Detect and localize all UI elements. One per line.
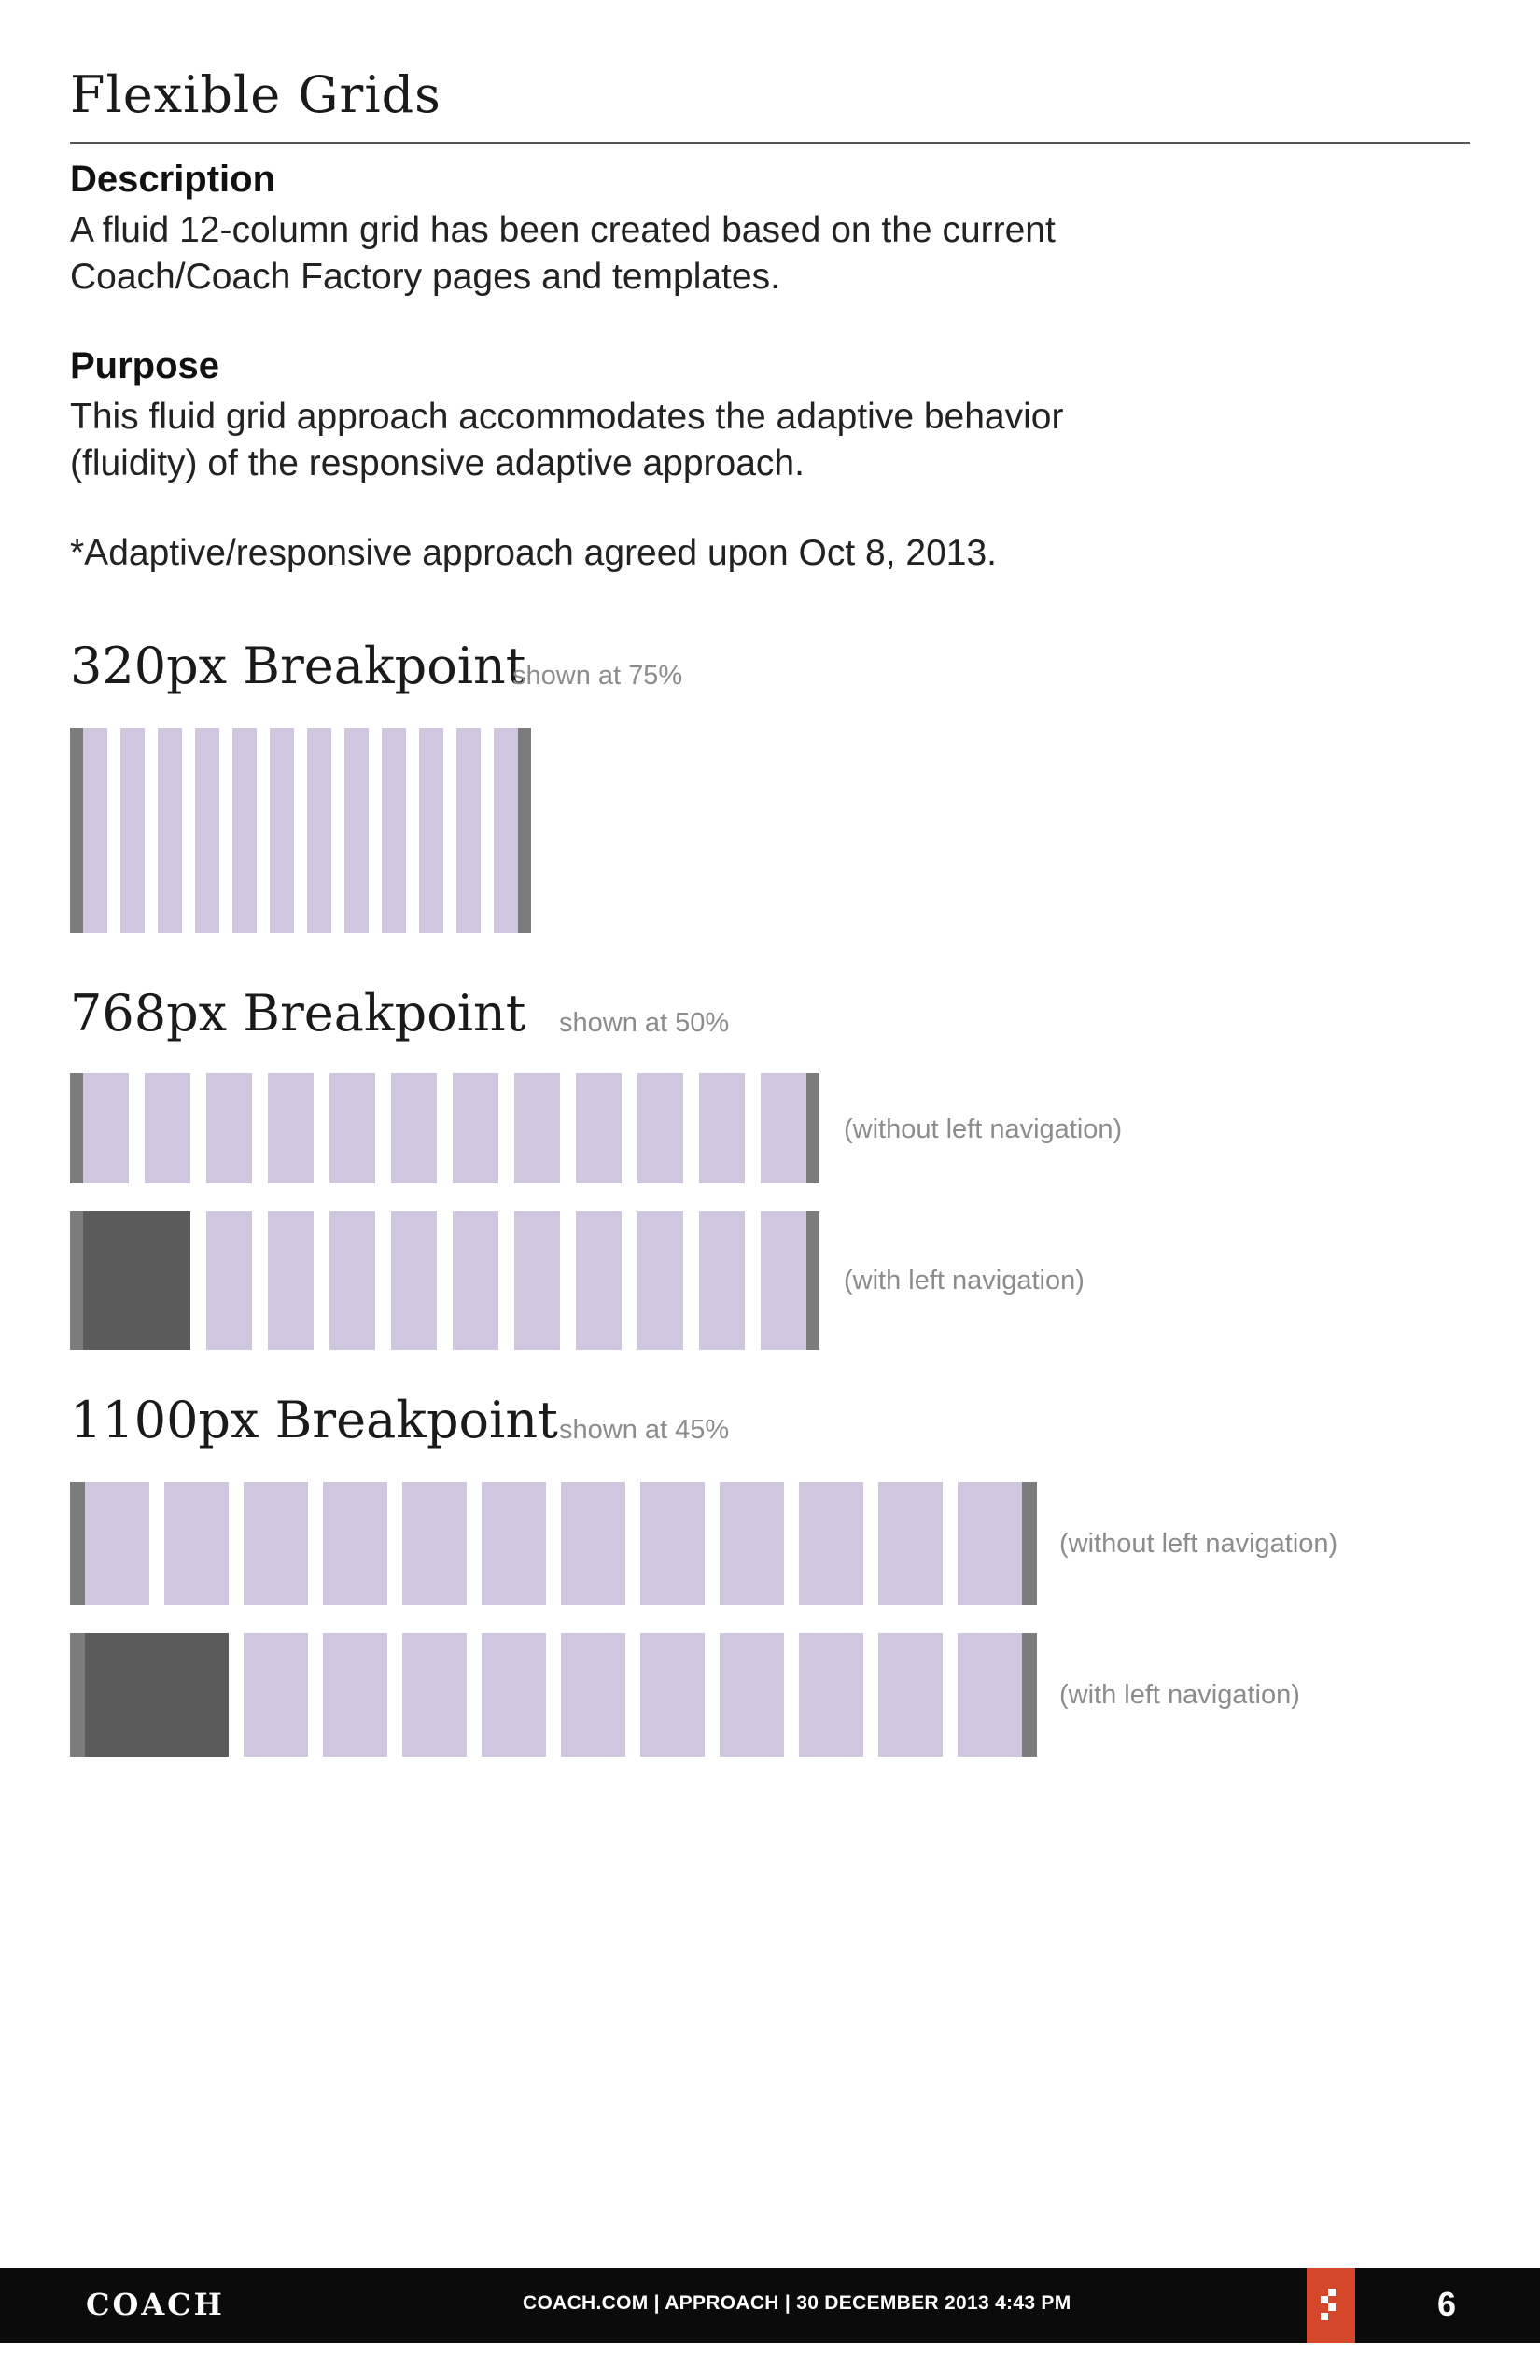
footer-meta: COACH.COM | APPROACH | 30 DECEMBER 2013 … <box>523 2292 1071 2314</box>
grid-column <box>195 728 219 933</box>
bp1100-grid-without-nav <box>70 1482 1037 1605</box>
grid-margin-left <box>70 1633 85 1757</box>
grid-column <box>699 1073 745 1183</box>
bp320-scale: shown at 75% <box>512 661 683 691</box>
grid-column <box>482 1482 546 1605</box>
grid-column <box>206 1211 252 1350</box>
grid-column <box>958 1633 1022 1757</box>
bp768-caption-with-nav: (with left navigation) <box>844 1266 1085 1295</box>
grid-margin-right <box>1022 1633 1037 1757</box>
grid-column <box>329 1073 375 1183</box>
bp1100-scale: shown at 45% <box>559 1415 730 1445</box>
grid-column <box>307 728 331 933</box>
bp1100-caption-without-nav: (without left navigation) <box>1059 1529 1338 1559</box>
grid-column <box>206 1073 252 1183</box>
bp1100-caption-with-nav: (with left navigation) <box>1059 1680 1300 1710</box>
page-number: 6 <box>1437 2285 1457 2323</box>
grid-column <box>453 1211 498 1350</box>
grid-column <box>576 1073 622 1183</box>
grid-column <box>232 728 257 933</box>
grid-column <box>958 1482 1022 1605</box>
bp1100-title: 1100px Breakpoint <box>70 1391 558 1449</box>
grid-column <box>268 1211 314 1350</box>
grid-column <box>244 1633 308 1757</box>
bp1100-grid-with-nav <box>70 1633 1037 1757</box>
grid-column <box>344 728 369 933</box>
grid-column <box>164 1482 229 1605</box>
grid-left-navigation <box>83 1211 190 1350</box>
grid-column <box>720 1633 784 1757</box>
bp768-scale: shown at 50% <box>559 1008 730 1038</box>
bp768-title: 768px Breakpoint <box>70 984 526 1043</box>
grid-column <box>640 1482 705 1605</box>
grid-column <box>83 1073 129 1183</box>
grid-column <box>482 1633 546 1757</box>
grid-column <box>637 1211 683 1350</box>
grid-column <box>419 728 443 933</box>
grid-column <box>402 1482 467 1605</box>
grid-column <box>402 1633 467 1757</box>
coach-logo: COACH <box>86 2287 225 2322</box>
bp320-grid <box>70 728 537 933</box>
grid-margin-left <box>70 1211 83 1350</box>
grid-margin-left <box>70 1482 85 1605</box>
grid-column <box>761 1073 806 1183</box>
bp768-grid-without-nav <box>70 1073 819 1183</box>
grid-column <box>382 728 406 933</box>
bp320-title: 320px Breakpoint <box>70 637 526 695</box>
grid-column <box>514 1211 560 1350</box>
grid-column <box>699 1211 745 1350</box>
grid-column <box>323 1633 387 1757</box>
description-line-1: A fluid 12-column grid has been created … <box>70 210 1056 250</box>
grid-column <box>268 1073 314 1183</box>
approach-note: *Adaptive/responsive approach agreed upo… <box>70 533 998 573</box>
grid-column <box>453 1073 498 1183</box>
grid-column <box>456 728 481 933</box>
grid-left-navigation <box>85 1633 229 1757</box>
grid-column <box>270 728 294 933</box>
grid-column <box>799 1633 863 1757</box>
grid-column <box>640 1633 705 1757</box>
purpose-line-1: This fluid grid approach accommodates th… <box>70 397 1064 437</box>
grid-margin-right <box>806 1211 819 1350</box>
grid-margin-right <box>518 728 531 933</box>
grid-column <box>85 1482 149 1605</box>
grid-column <box>391 1211 437 1350</box>
grid-column <box>158 728 182 933</box>
grid-column <box>83 728 107 933</box>
grid-margin-right <box>806 1073 819 1183</box>
grid-column <box>576 1211 622 1350</box>
grid-column <box>720 1482 784 1605</box>
grid-column <box>878 1482 943 1605</box>
grid-column <box>329 1211 375 1350</box>
grid-column <box>878 1633 943 1757</box>
grid-column <box>799 1482 863 1605</box>
description-line-2: Coach/Coach Factory pages and templates. <box>70 257 780 297</box>
page-title: Flexible Grids <box>70 65 441 124</box>
grid-column <box>323 1482 387 1605</box>
grid-column <box>391 1073 437 1183</box>
grid-column <box>561 1482 625 1605</box>
footer-bar: COACH COACH.COM | APPROACH | 30 DECEMBER… <box>0 2268 1540 2343</box>
purpose-line-2: (fluidity) of the responsive adaptive ap… <box>70 443 805 483</box>
grid-column <box>494 728 518 933</box>
grid-margin-right <box>1022 1482 1037 1605</box>
grid-margin-left <box>70 1073 83 1183</box>
grid-column <box>637 1073 683 1183</box>
grid-column <box>561 1633 625 1757</box>
grid-column <box>761 1211 806 1350</box>
grid-column <box>244 1482 308 1605</box>
title-divider <box>70 142 1470 144</box>
grid-column <box>120 728 145 933</box>
purpose-label: Purpose <box>70 345 220 386</box>
bp768-grid-with-nav <box>70 1211 819 1350</box>
grid-column <box>514 1073 560 1183</box>
brand-mark-icon <box>1307 2268 1355 2343</box>
bp768-caption-without-nav: (without left navigation) <box>844 1114 1123 1144</box>
grid-margin-left <box>70 728 83 933</box>
grid-column <box>145 1073 190 1183</box>
description-label: Description <box>70 159 276 200</box>
